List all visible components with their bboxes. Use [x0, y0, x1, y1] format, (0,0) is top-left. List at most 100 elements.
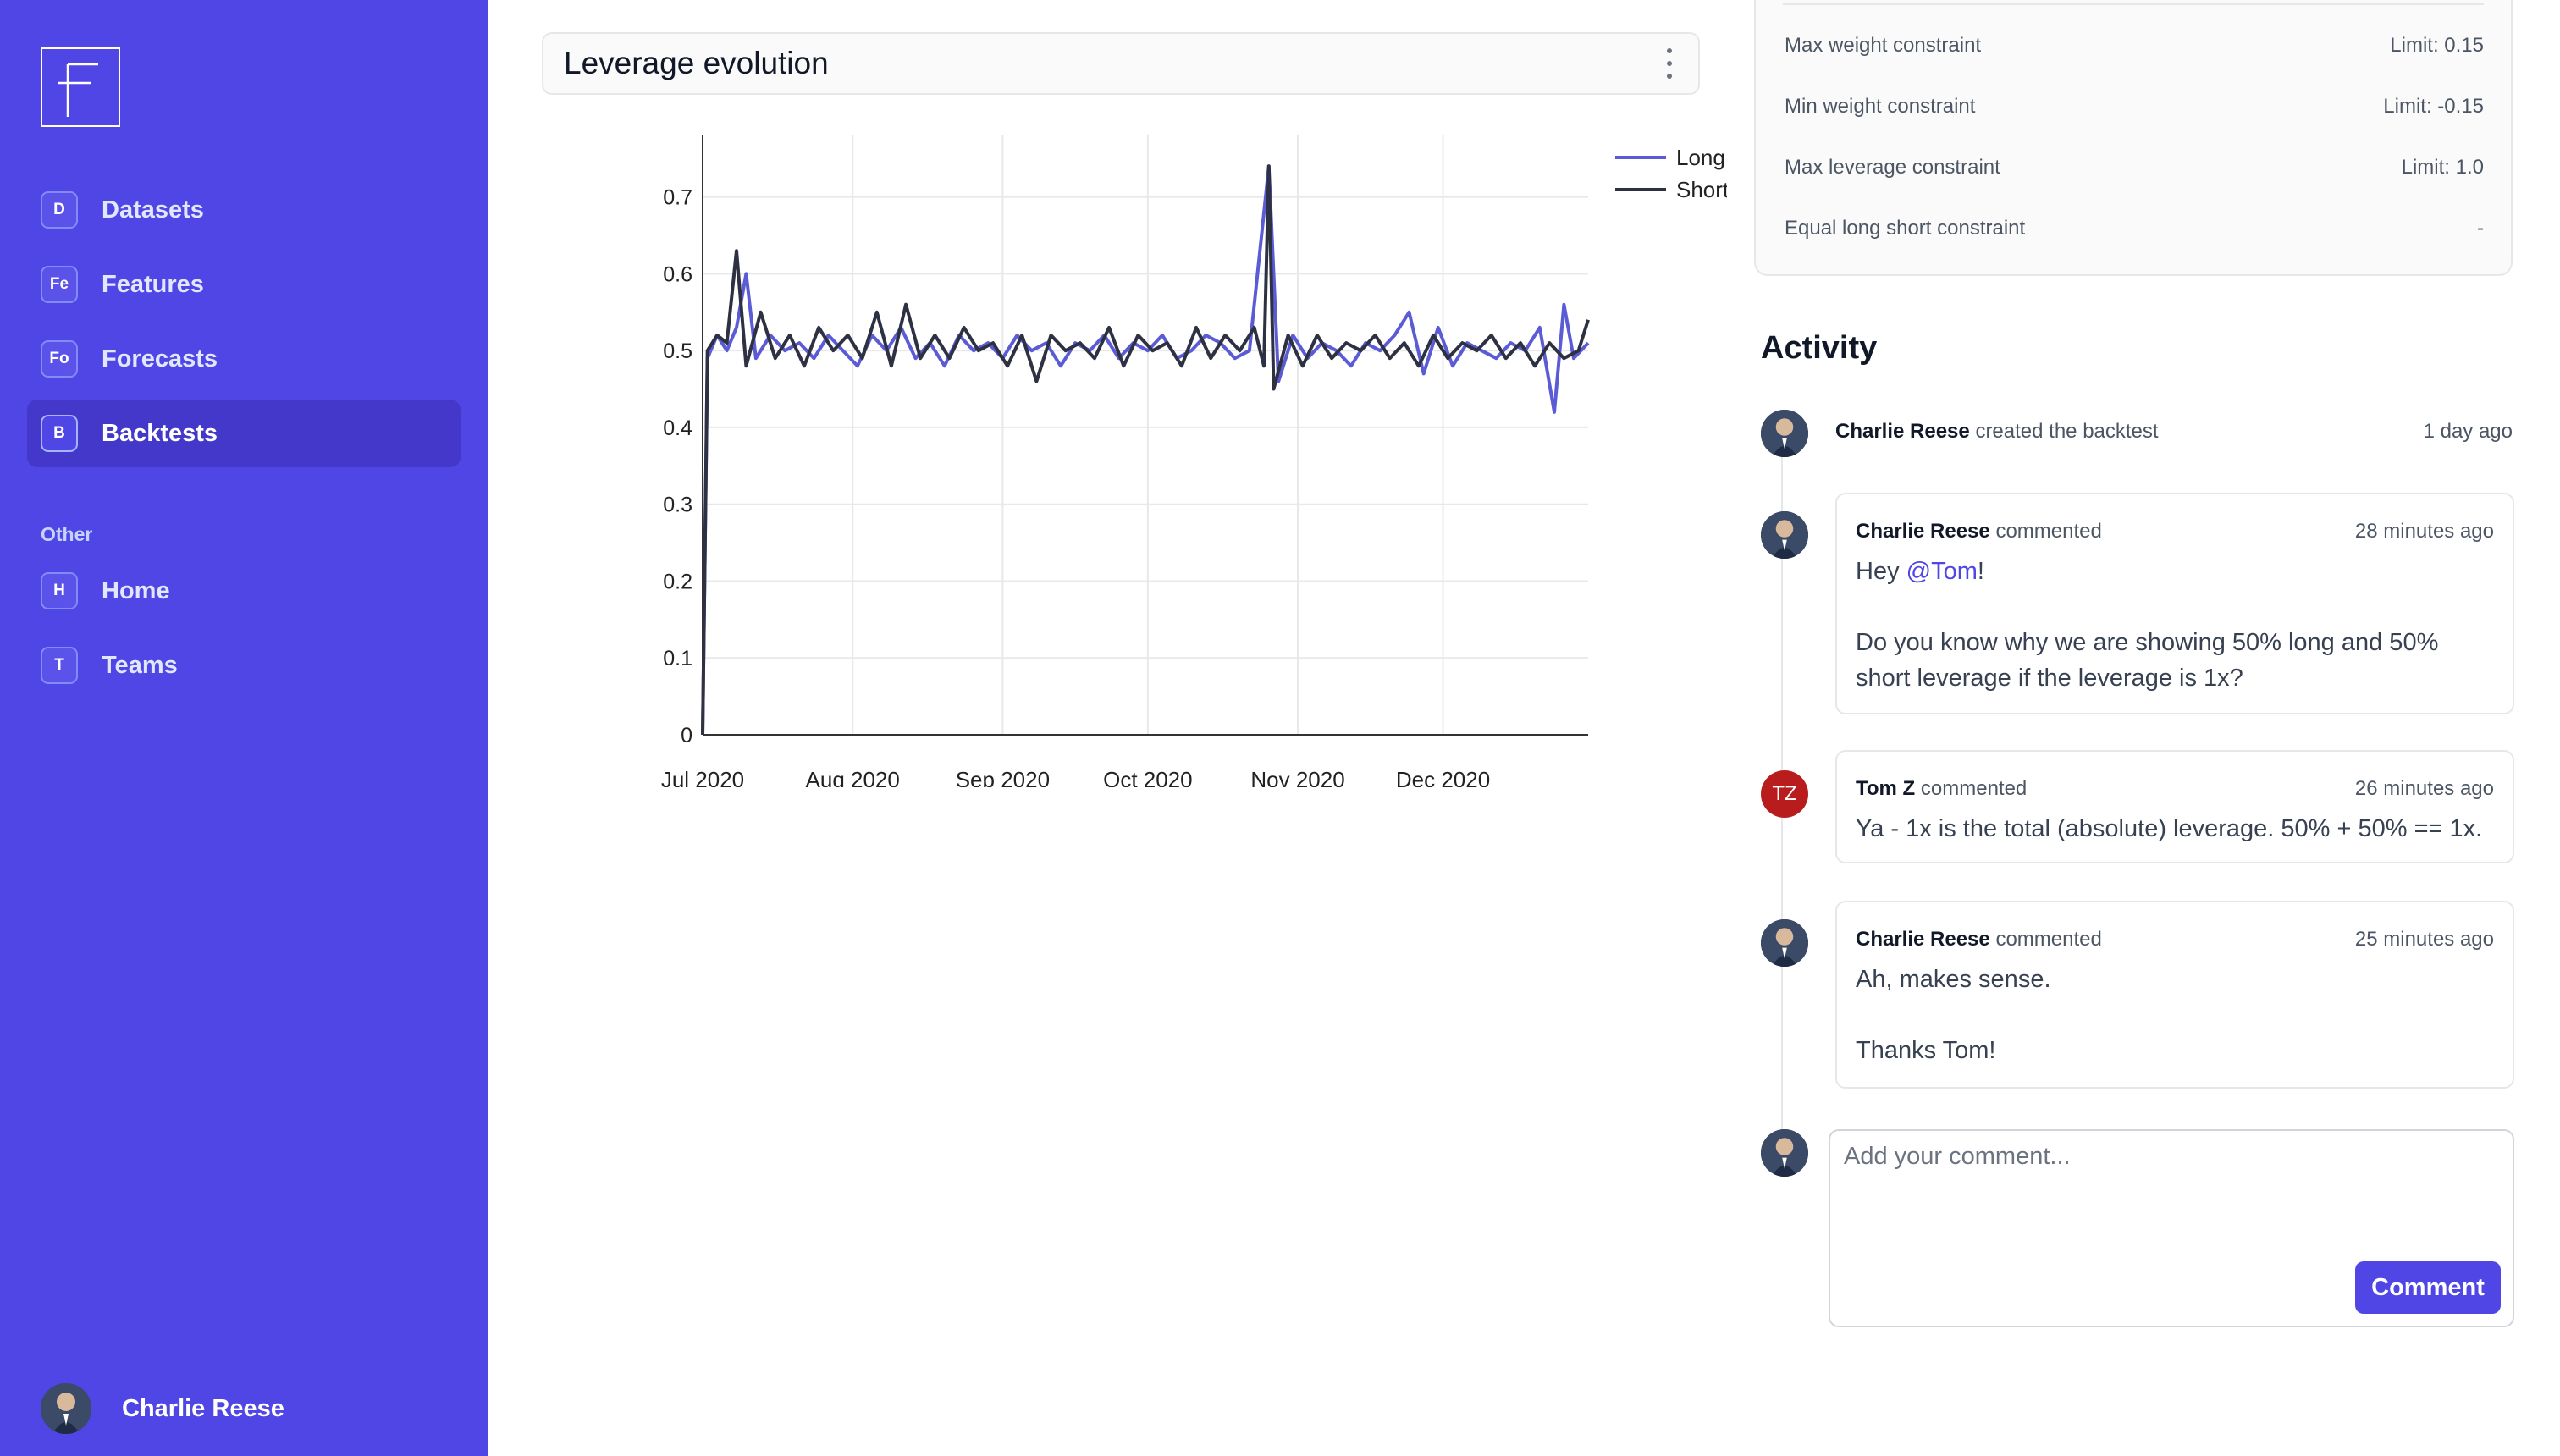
- x-tick-label: Nov 2020: [1250, 767, 1344, 787]
- x-tick-label: Aug 2020: [806, 767, 900, 787]
- comment-card: Charlie Reese commented 25 minutes ago A…: [1835, 901, 2514, 1089]
- chart-grid: [703, 135, 1588, 735]
- comment-author[interactable]: Charlie Reese: [1856, 520, 1990, 543]
- comment-time: 25 minutes ago: [2354, 928, 2494, 951]
- avatar: [1761, 919, 1808, 967]
- comment-time: 28 minutes ago: [2354, 520, 2494, 543]
- comment-author[interactable]: Tom Z: [1856, 777, 1916, 800]
- user-profile[interactable]: Charlie Reese: [41, 1382, 284, 1436]
- sidebar-item-features[interactable]: Fe Features: [27, 251, 461, 318]
- new-comment-form: Comment: [1829, 1129, 2514, 1327]
- event-text: Charlie Reese created the backtest: [1835, 420, 2159, 444]
- avatar: [1761, 410, 1808, 457]
- sidebar-section-other: Other: [41, 523, 93, 545]
- y-tick-label: 0.2: [663, 570, 692, 593]
- legend-label: Long: [1676, 145, 1725, 170]
- mention-link[interactable]: @Tom: [1906, 558, 1978, 585]
- sidebar-item-datasets[interactable]: D Datasets: [27, 176, 461, 244]
- constraint-value: Limit: 0.15: [2390, 34, 2484, 57]
- constraint-row-min-weight: Min weight constraint Limit: -0.15: [1785, 95, 2484, 119]
- y-tick-label: 0.5: [663, 339, 692, 363]
- comment-time: 26 minutes ago: [2354, 777, 2494, 800]
- event-user[interactable]: Charlie Reese: [1835, 420, 1970, 443]
- x-tick-label: Dec 2020: [1396, 767, 1490, 787]
- comment-verb: commented: [1995, 928, 2102, 951]
- sidebar-item-label: Teams: [102, 651, 178, 679]
- constraint-row-max-weight: Max weight constraint Limit: 0.15: [1785, 34, 2484, 58]
- avatar: [41, 1383, 91, 1434]
- activity-title: Activity: [1761, 330, 1878, 366]
- comment-body-line: Thanks Tom!: [1856, 1037, 1996, 1064]
- forecasts-badge-icon: Fo: [41, 340, 78, 378]
- x-tick-label: Sep 2020: [956, 767, 1050, 787]
- person-avatar-icon: [1761, 1129, 1808, 1177]
- sidebar-item-teams[interactable]: T Teams: [27, 631, 461, 699]
- series-line-long: [701, 164, 1590, 736]
- constraint-value: Limit: -0.15: [2383, 95, 2484, 118]
- more-options-icon[interactable]: [1661, 48, 1678, 79]
- sidebar-item-forecasts[interactable]: Fo Forecasts: [27, 325, 461, 393]
- comment-author[interactable]: Charlie Reese: [1856, 928, 1990, 951]
- event-time: 1 day ago: [2423, 420, 2513, 443]
- person-avatar-icon: [41, 1383, 91, 1434]
- person-avatar-icon: [1761, 919, 1808, 967]
- chart-legend[interactable]: Long Short: [1615, 145, 1727, 202]
- event-action: created the backtest: [1975, 420, 2159, 443]
- comment-body: Ya - 1x is the total (absolute) leverage…: [1856, 815, 2483, 842]
- sidebar-item-label: Backtests: [102, 419, 218, 447]
- comment-text: Hey: [1856, 558, 1906, 585]
- comment-meta: Charlie Reese commented 28 minutes ago: [1856, 520, 2494, 543]
- constraint-label: Equal long short constraint: [1785, 217, 2026, 240]
- app-logo[interactable]: [41, 47, 120, 127]
- logo-letter-icon: [58, 63, 98, 117]
- chart-card-header: Leverage evolution: [542, 32, 1700, 95]
- features-badge-icon: Fe: [41, 266, 78, 303]
- chart-axes: 0 0.1 0.2 0.3 0.4 0.5 0.6 0.7 Jul 2020 Aug 2020 Se…: [661, 135, 1588, 787]
- comment-body-line: Ah, makes sense.: [1856, 966, 2051, 993]
- comment-verb: commented: [1920, 777, 2028, 800]
- sidebar-item-backtests[interactable]: B Backtests: [27, 400, 461, 467]
- x-tick-label: Oct 2020: [1103, 767, 1193, 787]
- avatar: [1761, 1129, 1808, 1177]
- comment-meta: Tom Z commented 26 minutes ago: [1856, 777, 2494, 801]
- person-avatar-icon: [1761, 410, 1808, 457]
- constraint-row-max-leverage: Max leverage constraint Limit: 1.0: [1785, 156, 2484, 179]
- avatar: [1761, 511, 1808, 559]
- avatar-initials: TZ: [1761, 770, 1808, 818]
- constraints-card: Max weight constraint Limit: 0.15 Min we…: [1754, 0, 2513, 276]
- constraint-label: Max weight constraint: [1785, 34, 1982, 57]
- constraint-value: Limit: 1.0: [2401, 156, 2484, 179]
- y-tick-label: 0.6: [663, 262, 692, 286]
- chart-series: [701, 164, 1590, 736]
- person-avatar-icon: [1761, 511, 1808, 559]
- comment-input[interactable]: [1842, 1141, 2489, 1238]
- series-line-short: [701, 164, 1590, 736]
- user-name: Charlie Reese: [122, 1394, 284, 1422]
- chart-title: Leverage evolution: [564, 46, 829, 80]
- legend-label: Short: [1676, 177, 1727, 202]
- teams-badge-icon: T: [41, 647, 78, 684]
- y-tick-label: 0.7: [663, 186, 692, 210]
- sidebar: D Datasets Fe Features Fo Forecasts B Ba…: [0, 0, 488, 1456]
- constraint-row-equal-long-short: Equal long short constraint -: [1785, 217, 2484, 240]
- sidebar-item-home[interactable]: H Home: [27, 557, 461, 625]
- comment-meta: Charlie Reese commented 25 minutes ago: [1856, 928, 2494, 951]
- constraint-value: -: [2477, 217, 2484, 240]
- constraint-label: Max leverage constraint: [1785, 156, 2000, 179]
- sidebar-item-label: Features: [102, 270, 204, 298]
- y-tick-label: 0: [681, 724, 692, 747]
- y-tick-label: 0.3: [663, 494, 692, 517]
- comment-button[interactable]: Comment: [2355, 1261, 2501, 1314]
- comment-card: Tom Z commented 26 minutes ago Ya - 1x i…: [1835, 750, 2514, 863]
- x-tick-label: Jul 2020: [661, 767, 744, 787]
- leverage-chart: 0 0.1 0.2 0.3 0.4 0.5 0.6 0.7 Jul 2020 Aug 2020 Se…: [661, 135, 1727, 787]
- sidebar-item-label: Forecasts: [102, 345, 218, 372]
- y-tick-label: 0.4: [663, 416, 692, 440]
- datasets-badge-icon: D: [41, 191, 78, 229]
- activity-event: Charlie Reese created the backtest 1 day…: [1835, 420, 2513, 444]
- comment-body: Do you know why we are showing 50% long …: [1856, 629, 2439, 692]
- sidebar-item-label: Datasets: [102, 196, 204, 223]
- comment-card: Charlie Reese commented 28 minutes ago H…: [1835, 493, 2514, 714]
- comment-text: !: [1977, 558, 1984, 585]
- constraint-label: Min weight constraint: [1785, 95, 1976, 118]
